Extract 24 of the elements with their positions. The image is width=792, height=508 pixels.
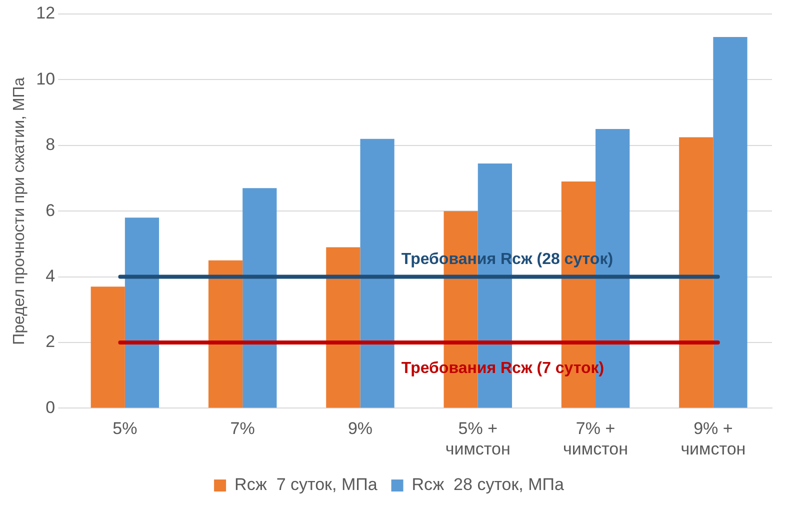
y-axis-title: Предел прочности при сжатии, МПа	[11, 77, 28, 345]
x-tick-label: 5%	[112, 419, 138, 438]
legend-label: Rсж 28 суток, МПа	[412, 475, 565, 494]
x-tick-label: 7%	[230, 419, 255, 438]
bar	[124, 218, 160, 408]
legend-label: Rсж 7 суток, МПа	[234, 475, 378, 494]
bar	[713, 36, 748, 408]
y-tick-label: 2	[46, 332, 56, 352]
y-tick-label: 4	[46, 266, 56, 286]
x-tick-label: 7% + чимстон	[563, 419, 628, 458]
y-tick-label: 10	[36, 69, 56, 88]
x-tick-label: 9% + чимстон	[680, 419, 746, 458]
bar	[90, 286, 125, 408]
bar	[360, 138, 394, 408]
x-tick-label: 9%	[348, 419, 373, 438]
y-tick-label: 0	[46, 398, 56, 417]
y-tick-label: 12	[36, 4, 56, 23]
y-tick-label: 8	[46, 135, 56, 154]
x-tick-label: 5% + чимстон	[445, 419, 510, 458]
y-tick-label: 6	[46, 200, 56, 220]
bar	[242, 188, 277, 408]
bar	[208, 260, 243, 408]
bar	[679, 137, 714, 408]
bar	[326, 247, 360, 408]
